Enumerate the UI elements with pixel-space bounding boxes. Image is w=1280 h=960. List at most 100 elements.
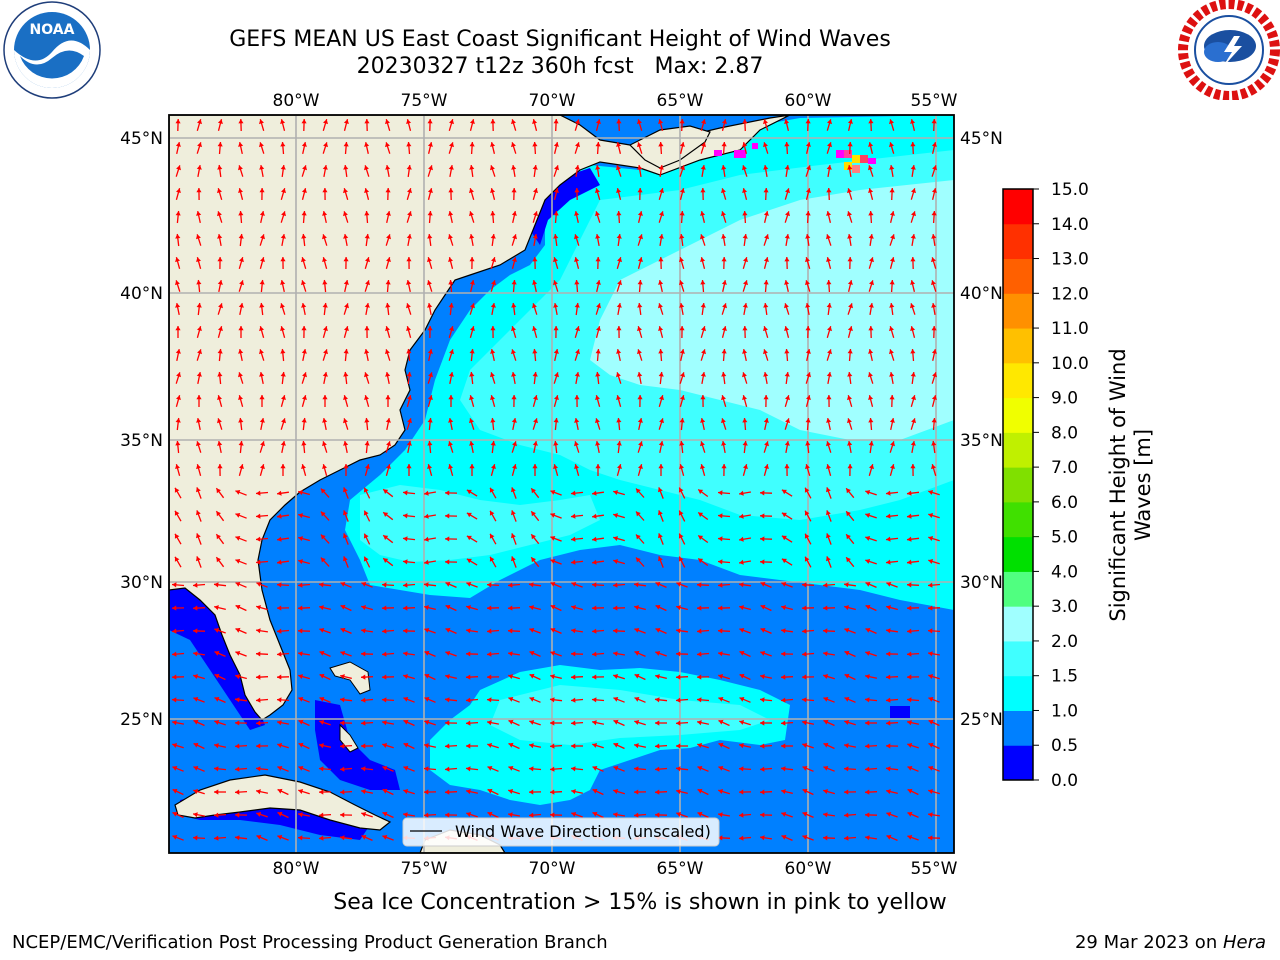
wind-wave-arrowhead	[466, 766, 471, 772]
wind-wave-arrowhead	[445, 789, 450, 795]
wind-wave-arrowhead	[928, 513, 934, 518]
wind-wave-arrowhead	[532, 234, 538, 239]
colorbar-tick-label: 13.0	[1051, 250, 1089, 270]
wind-wave-arrowhead	[613, 490, 618, 495]
wind-wave-arrowhead	[277, 811, 283, 817]
wind-wave-arrowhead	[343, 234, 349, 239]
wind-wave-arrowhead	[826, 418, 832, 423]
wind-wave-arrowhead	[235, 490, 241, 495]
wind-wave-arrowhead	[365, 464, 370, 469]
wind-wave-arrowhead	[827, 349, 832, 355]
wind-wave-arrowhead	[636, 488, 641, 494]
wind-wave-arrowhead	[846, 534, 851, 540]
wind-wave-arrowhead	[659, 418, 664, 424]
wind-wave-arrowhead	[365, 280, 370, 286]
wind-wave-arrowhead	[571, 789, 576, 795]
wind-wave-arrowhead	[571, 490, 576, 496]
wind-wave-arrowhead	[385, 326, 390, 332]
wind-wave-arrowhead	[910, 326, 916, 331]
wind-wave-arrowhead	[718, 559, 723, 565]
wind-wave-arrowhead	[550, 789, 555, 795]
wind-wave-arrowhead	[637, 165, 643, 170]
wind-wave-arrowhead	[403, 582, 408, 588]
wind-wave-arrowhead	[214, 697, 220, 702]
wind-wave-arrowhead	[764, 441, 769, 447]
wind-wave-arrowhead	[550, 582, 556, 587]
wind-wave-arrowhead	[616, 395, 621, 400]
wind-wave-arrowhead	[718, 742, 724, 748]
wind-wave-arrowhead	[302, 372, 307, 378]
wind-wave-arrowhead	[802, 651, 807, 657]
wind-wave-arrowhead	[238, 326, 244, 331]
wind-wave-arrowhead	[701, 326, 706, 332]
wind-wave-arrowhead	[319, 812, 324, 818]
wind-wave-arrowhead	[490, 395, 495, 400]
wind-wave-arrowhead	[865, 835, 870, 841]
wind-wave-arrowhead	[532, 464, 538, 469]
wind-wave-arrowhead	[868, 234, 874, 239]
wind-wave-arrowhead	[907, 582, 912, 588]
wind-wave-arrowhead	[826, 165, 832, 170]
wind-wave-arrowhead	[193, 789, 199, 794]
wind-wave-arrowhead	[403, 559, 408, 565]
wind-wave-arrowhead	[343, 510, 348, 516]
wind-wave-arrowhead	[469, 372, 475, 377]
wind-wave-arrowhead	[469, 418, 474, 424]
lon-label-bottom: 75°W	[401, 859, 448, 879]
wind-wave-arrowhead	[385, 211, 391, 216]
wind-wave-arrowhead	[550, 697, 555, 703]
wind-wave-arrowhead	[868, 188, 874, 193]
wind-wave-arrowhead	[931, 211, 937, 216]
wind-wave-arrowhead	[448, 234, 453, 240]
wind-wave-arrowhead	[826, 280, 832, 285]
wind-wave-arrowhead	[322, 165, 328, 170]
wind-wave-arrowhead	[721, 464, 727, 469]
wind-wave-arrowhead	[907, 605, 912, 611]
wind-wave-arrowhead	[592, 766, 598, 771]
wind-wave-arrowhead	[634, 650, 640, 656]
wind-wave-arrowhead	[469, 119, 475, 124]
wind-wave-arrowhead	[214, 812, 219, 818]
wind-wave-arrowhead	[890, 234, 895, 240]
wind-wave-arrowhead	[928, 812, 933, 818]
wind-wave-arrowhead	[406, 234, 412, 239]
wind-wave-arrowhead	[445, 720, 450, 726]
wind-wave-arrowhead	[826, 395, 832, 400]
wind-wave-arrowhead	[679, 326, 685, 331]
wind-wave-arrowhead	[511, 533, 516, 539]
wind-wave-arrowhead	[424, 605, 429, 611]
wind-wave-arrowhead	[701, 349, 706, 355]
wind-wave-arrowhead	[574, 395, 580, 400]
wind-wave-arrowhead	[319, 766, 324, 772]
wind-wave-arrowhead	[490, 441, 496, 446]
wind-wave-arrowhead	[634, 743, 639, 749]
wind-wave-arrowhead	[301, 441, 307, 446]
wind-wave-arrowhead	[385, 188, 391, 193]
wind-wave-arrowhead	[238, 234, 244, 239]
wind-wave-arrowhead	[361, 605, 366, 610]
wind-wave-arrowhead	[928, 651, 933, 657]
wind-wave-arrowhead	[616, 303, 622, 308]
wind-wave-arrowhead	[931, 280, 936, 286]
wind-wave-arrowhead	[697, 582, 702, 588]
wind-wave-arrowhead	[760, 490, 765, 496]
wind-wave-arrowhead	[847, 464, 853, 469]
wind-wave-arrowhead	[805, 441, 811, 446]
wind-wave-arrowhead	[448, 257, 453, 262]
wind-wave-arrowhead	[361, 789, 366, 795]
wind-wave-arrowhead	[827, 326, 832, 332]
wind-wave-arrowhead	[574, 257, 580, 262]
wind-wave-arrowhead	[760, 604, 766, 610]
wind-wave-arrowhead	[907, 766, 913, 771]
wind-wave-arrowhead	[235, 674, 240, 680]
wind-wave-arrowhead	[592, 651, 597, 657]
wind-wave-arrowhead	[448, 211, 454, 216]
wind-wave-arrowhead	[235, 835, 240, 841]
wind-wave-arrowhead	[698, 535, 704, 541]
map-legend: Wind Wave Direction (unscaled)	[402, 817, 720, 847]
colorbar-segment	[1003, 571, 1033, 607]
wind-wave-arrowhead	[763, 326, 768, 332]
wind-wave-arrowhead	[571, 766, 576, 772]
wind-wave-arrowhead	[846, 511, 851, 517]
wind-wave-arrowhead	[658, 165, 664, 170]
